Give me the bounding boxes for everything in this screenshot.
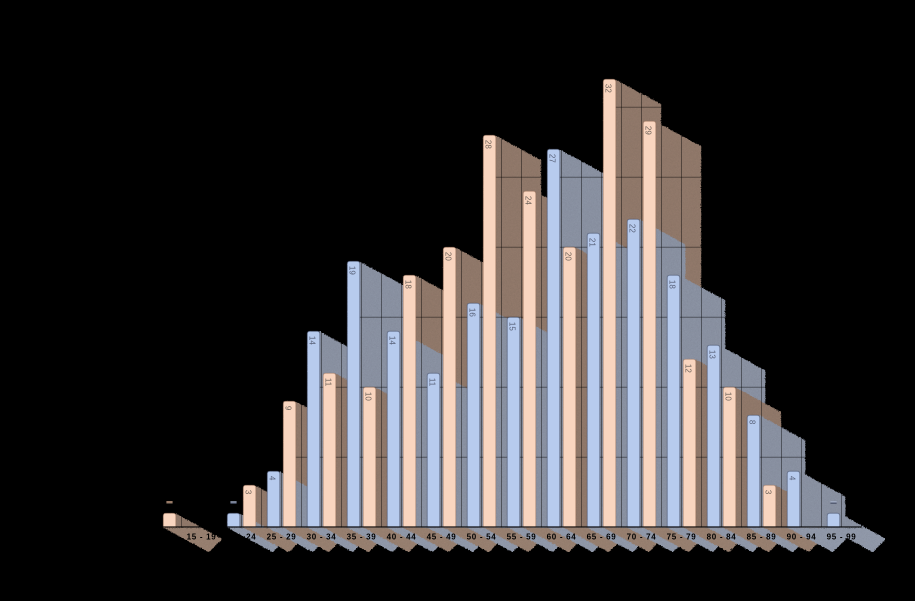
svg-text:22: 22	[628, 224, 637, 233]
svg-text:4: 4	[788, 476, 797, 481]
svg-text:65 - 69: 65 - 69	[587, 533, 617, 542]
svg-text:8: 8	[748, 420, 757, 425]
svg-text:16: 16	[468, 308, 477, 317]
svg-text:24: 24	[524, 196, 533, 205]
svg-text:12: 12	[684, 364, 693, 373]
svg-text:20: 20	[564, 252, 573, 261]
svg-text:55 - 59: 55 - 59	[507, 533, 537, 542]
svg-text:3: 3	[764, 490, 773, 495]
svg-text:13: 13	[708, 350, 717, 359]
svg-text:28: 28	[484, 140, 493, 149]
svg-text:40 - 44: 40 - 44	[387, 533, 417, 542]
svg-text:75 - 79: 75 - 79	[667, 533, 697, 542]
svg-text:70 - 74: 70 - 74	[627, 533, 657, 542]
svg-text:19: 19	[348, 266, 357, 275]
svg-text:21: 21	[588, 238, 597, 247]
svg-text:80 - 84: 80 - 84	[707, 533, 737, 542]
svg-text:18: 18	[404, 280, 413, 289]
svg-text:11: 11	[428, 378, 437, 387]
svg-text:50 - 54: 50 - 54	[467, 533, 497, 542]
svg-text:9: 9	[284, 406, 293, 411]
svg-text:85 - 89: 85 - 89	[747, 533, 777, 542]
svg-text:45 - 49: 45 - 49	[427, 533, 457, 542]
svg-text:20 - 24: 20 - 24	[227, 533, 257, 542]
svg-text:95 - 99: 95 - 99	[827, 533, 857, 542]
svg-text:32: 32	[604, 84, 613, 93]
svg-text:35 - 39: 35 - 39	[347, 533, 377, 542]
svg-text:14: 14	[388, 336, 397, 345]
svg-text:10: 10	[364, 392, 373, 401]
svg-text:29: 29	[644, 126, 653, 135]
svg-text:18: 18	[668, 280, 677, 289]
svg-text:15 - 19: 15 - 19	[187, 533, 217, 542]
svg-text:20: 20	[444, 252, 453, 261]
svg-text:25 - 29: 25 - 29	[267, 533, 297, 542]
svg-text:10: 10	[724, 392, 733, 401]
svg-text:27: 27	[548, 154, 557, 163]
svg-text:3: 3	[244, 490, 253, 495]
svg-text:30 - 34: 30 - 34	[307, 533, 337, 542]
svg-text:4: 4	[268, 476, 277, 481]
svg-text:11: 11	[324, 378, 333, 387]
svg-text:15: 15	[508, 322, 517, 331]
svg-text:14: 14	[308, 336, 317, 345]
svg-text:60 - 64: 60 - 64	[547, 533, 577, 542]
svg-text:90 - 94: 90 - 94	[787, 533, 817, 542]
